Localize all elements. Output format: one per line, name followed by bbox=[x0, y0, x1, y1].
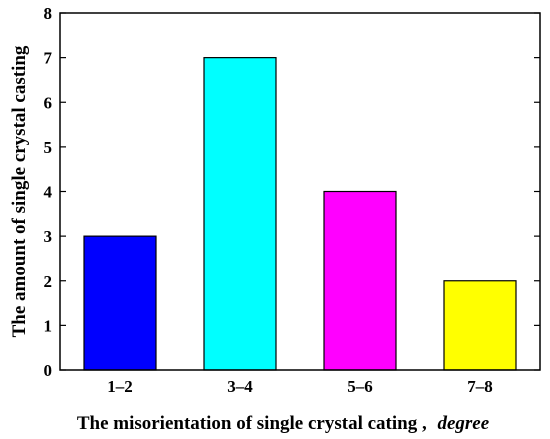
x-axis-title-text: The misorientation of single crystal cat… bbox=[77, 413, 427, 434]
bar-2 bbox=[203, 57, 277, 371]
y-tick-label: 8 bbox=[44, 4, 53, 23]
x-axis-title-unit: degree bbox=[437, 413, 489, 434]
y-axis: 0 1 2 3 4 5 6 7 8 bbox=[44, 4, 540, 380]
bar-4 bbox=[443, 280, 517, 371]
y-tick-label: 5 bbox=[44, 138, 53, 157]
y-axis-title: The amount of single crystal casting bbox=[9, 45, 30, 337]
y-tick-label: 7 bbox=[44, 49, 53, 68]
y-tick-label: 2 bbox=[44, 272, 53, 291]
x-axis: 1–2 3–4 5–6 7–8 bbox=[107, 377, 493, 396]
y-tick-label: 4 bbox=[44, 183, 53, 202]
y-tick-label: 0 bbox=[44, 361, 53, 380]
y-tick-label: 1 bbox=[44, 316, 53, 335]
bars-group bbox=[83, 57, 517, 371]
x-tick-label: 1–2 bbox=[107, 377, 133, 396]
x-tick-label: 3–4 bbox=[227, 377, 253, 396]
x-axis-title: The misorientation of single crystal cat… bbox=[77, 413, 490, 434]
x-tick-label: 7–8 bbox=[467, 377, 493, 396]
y-tick-label: 6 bbox=[44, 93, 53, 112]
y-tick-label: 3 bbox=[44, 227, 53, 246]
x-tick-label: 5–6 bbox=[347, 377, 373, 396]
bar-1 bbox=[83, 235, 157, 371]
bar-3 bbox=[323, 190, 397, 371]
